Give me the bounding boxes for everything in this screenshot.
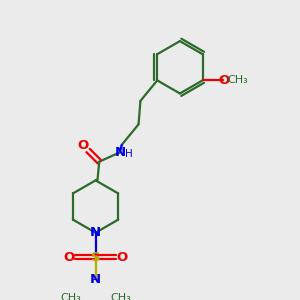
Text: N: N: [90, 226, 101, 239]
Text: O: O: [116, 250, 128, 263]
Text: H: H: [125, 149, 133, 159]
Text: O: O: [78, 139, 89, 152]
Text: N: N: [90, 273, 101, 286]
Text: O: O: [64, 250, 75, 263]
Text: CH₃: CH₃: [228, 75, 248, 85]
Text: S: S: [91, 250, 100, 263]
Text: CH₃: CH₃: [60, 293, 81, 300]
Text: O: O: [218, 74, 230, 87]
Text: N: N: [114, 146, 125, 159]
Text: CH₃: CH₃: [110, 293, 131, 300]
